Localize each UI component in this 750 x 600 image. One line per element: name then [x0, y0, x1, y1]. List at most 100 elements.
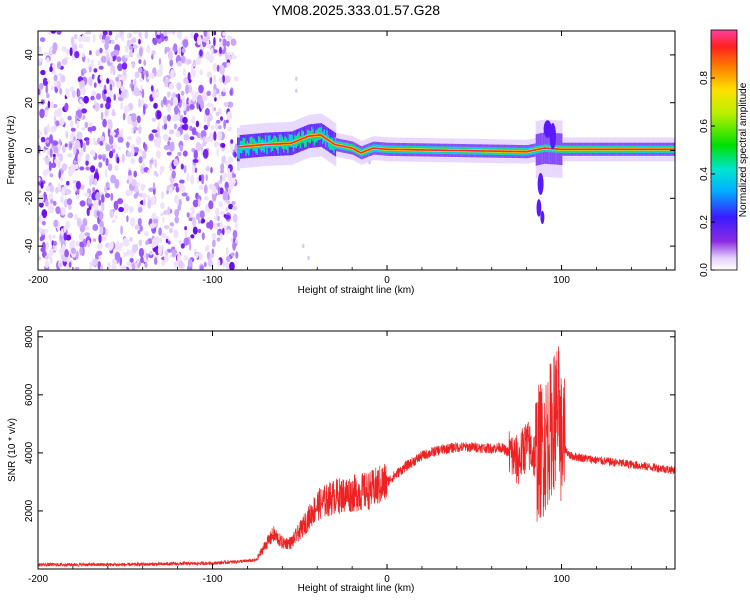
noise-blob: [105, 158, 109, 166]
noise-blob: [211, 248, 215, 256]
noise-blob: [53, 109, 59, 117]
noise-blob: [190, 206, 194, 212]
colorbar-label: Normalized spectral amplitude: [738, 82, 749, 217]
band-artifact: [536, 199, 542, 217]
noise-blob: [183, 101, 187, 112]
noise-blob: [91, 90, 97, 97]
noise-blob: [196, 143, 202, 148]
noise-blob: [140, 256, 144, 264]
noise-blob: [74, 51, 80, 59]
noise-blob: [164, 254, 169, 263]
noise-blob: [61, 145, 66, 153]
noise-blob: [217, 259, 221, 268]
noise-blob: [198, 174, 202, 182]
noise-blob: [200, 145, 204, 151]
noise-blob: [74, 266, 80, 270]
noise-blob: [144, 262, 148, 268]
noise-blob: [99, 226, 104, 235]
noise-blob: [222, 87, 226, 93]
noise-blob: [138, 156, 143, 164]
noise-blob: [72, 180, 78, 184]
noise-blob: [130, 79, 134, 84]
noise-blob: [141, 163, 146, 168]
noise-blob: [159, 165, 163, 176]
noise-blob: [50, 31, 56, 34]
noise-blob: [222, 261, 227, 268]
noise-blob: [164, 250, 169, 256]
noise-blob: [66, 180, 70, 186]
noise-blob: [185, 195, 190, 202]
noise-blob: [75, 250, 79, 260]
noise-blob: [122, 113, 126, 121]
noise-blob: [112, 219, 116, 224]
noise-blob: [122, 251, 127, 258]
noise-blob: [102, 94, 107, 102]
noise-blob: [153, 91, 159, 99]
band-core: [245, 143, 247, 156]
noise-blob: [182, 116, 188, 124]
noise-blob: [162, 96, 167, 106]
band-speck: [368, 160, 371, 165]
noise-blob: [94, 102, 100, 112]
noise-blob: [64, 143, 68, 148]
noise-blob: [130, 157, 136, 164]
noise-blob: [50, 101, 54, 109]
noise-blob: [81, 34, 87, 42]
band-core: [257, 136, 260, 149]
noise-blob: [170, 68, 175, 79]
noise-blob: [99, 47, 103, 54]
noise-blob: [222, 31, 227, 37]
noise-blob: [196, 35, 202, 46]
noise-blob: [138, 59, 142, 64]
noise-blob: [137, 230, 141, 235]
noise-blob: [72, 145, 77, 156]
noise-blob: [97, 260, 101, 270]
noise-blob: [69, 163, 76, 174]
noise-blob: [131, 127, 134, 134]
noise-blob: [166, 114, 171, 122]
noise-blob: [75, 180, 81, 190]
noise-blob: [228, 101, 234, 108]
band-core: [266, 141, 268, 154]
noise-blob: [129, 257, 134, 264]
band-speck: [295, 88, 298, 94]
noise-blob: [173, 183, 179, 187]
noise-blob: [178, 46, 182, 55]
noise-blob: [58, 170, 62, 180]
noise-blob: [171, 170, 176, 179]
noise-blob: [212, 74, 217, 85]
noise-blob: [108, 242, 113, 251]
noise-blob: [215, 111, 220, 117]
noise-blob: [45, 185, 51, 192]
noise-blob: [62, 190, 66, 196]
noise-blob: [179, 179, 185, 184]
noise-blob: [105, 144, 111, 152]
noise-blob: [74, 214, 79, 221]
noise-blob: [186, 58, 192, 65]
noise-blob: [142, 198, 146, 207]
signal-band: [237, 76, 675, 261]
noise-blob: [94, 178, 97, 186]
band-speck: [307, 255, 310, 261]
noise-blob: [159, 237, 163, 244]
noise-blob: [234, 143, 238, 153]
noise-blob: [101, 235, 107, 242]
noise-blob: [141, 151, 147, 160]
noise-blob: [138, 38, 141, 45]
snr-y-tick-label: 4000: [24, 441, 35, 464]
noise-blob: [38, 177, 41, 182]
noise-blob: [137, 217, 142, 227]
noise-blob: [131, 144, 136, 149]
noise-blob: [156, 34, 161, 39]
band-core: [269, 135, 271, 148]
noise-blob: [143, 59, 147, 66]
snr-x-tick-label: 0: [384, 574, 390, 585]
band-core: [304, 135, 306, 148]
noise-blob: [84, 232, 91, 237]
noise-blob: [104, 193, 111, 198]
noise-blob: [81, 108, 87, 114]
noise-blob: [88, 175, 91, 180]
noise-blob: [85, 160, 89, 166]
noise-blob: [132, 120, 138, 128]
noise-blob: [42, 169, 49, 177]
